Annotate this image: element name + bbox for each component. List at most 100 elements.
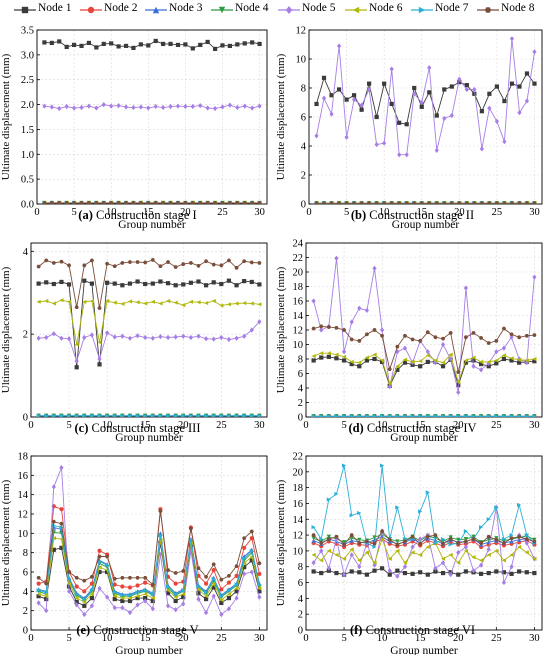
data-point <box>188 413 193 417</box>
data-point <box>341 463 347 468</box>
data-point <box>97 413 102 417</box>
data-point <box>326 354 331 359</box>
data-point <box>196 300 201 305</box>
chart-svg: 0 5 10 15 20 25 30 0 2 4 6 8 10 12 14 16 18 Group number U… <box>0 452 268 655</box>
data-point <box>226 574 232 578</box>
data-point <box>227 43 233 49</box>
data-point <box>517 360 522 365</box>
data-point <box>517 110 522 116</box>
series-node-8 <box>311 529 537 547</box>
gridlines <box>305 242 542 418</box>
data-point <box>101 201 106 204</box>
data-point <box>509 571 514 576</box>
data-point <box>418 536 423 542</box>
data-point <box>349 361 354 367</box>
data-point <box>456 380 461 385</box>
data-point <box>143 598 148 604</box>
data-point <box>311 525 316 530</box>
data-point <box>105 554 110 559</box>
data-point <box>471 355 476 360</box>
data-point <box>334 326 339 330</box>
data-point <box>257 41 262 47</box>
data-point <box>463 569 468 574</box>
data-point <box>334 356 339 361</box>
data-point <box>326 414 331 417</box>
data-point <box>220 43 225 48</box>
data-point <box>364 539 370 544</box>
data-point <box>418 570 423 575</box>
data-point <box>105 280 110 285</box>
data-point <box>74 305 79 310</box>
data-point <box>112 582 117 587</box>
data-point <box>382 140 387 146</box>
data-point <box>410 544 415 550</box>
data-point <box>127 281 133 286</box>
x-tick-label: 15 <box>416 207 427 218</box>
data-point <box>165 588 171 593</box>
data-point <box>517 357 522 362</box>
y-tick-label: 20 <box>293 268 304 279</box>
data-point <box>71 42 77 48</box>
data-point <box>501 536 507 542</box>
data-point <box>425 359 430 364</box>
data-point <box>242 565 247 570</box>
y-tick-label: 16 <box>18 471 29 482</box>
data-point <box>226 606 232 612</box>
data-point <box>419 99 424 106</box>
data-point <box>59 525 64 530</box>
data-point <box>143 301 148 306</box>
data-point <box>112 590 117 595</box>
data-point <box>44 590 49 595</box>
data-point <box>89 281 95 286</box>
data-point <box>319 355 324 360</box>
data-point <box>257 589 262 594</box>
data-point <box>471 534 476 539</box>
data-point <box>442 115 447 122</box>
data-point <box>372 352 377 357</box>
data-point <box>219 594 224 599</box>
data-point <box>211 585 216 590</box>
data-point <box>219 303 224 308</box>
data-point <box>105 298 110 304</box>
data-point <box>66 282 72 287</box>
data-point <box>380 327 385 333</box>
data-point <box>319 570 324 576</box>
data-point <box>112 605 117 611</box>
data-point <box>357 339 362 343</box>
data-point <box>234 283 239 288</box>
data-point <box>351 93 357 98</box>
data-point <box>183 42 188 47</box>
data-point <box>380 536 385 542</box>
data-point <box>242 300 247 306</box>
data-point <box>372 328 377 332</box>
series-node-6 <box>36 298 262 347</box>
data-point <box>74 358 79 364</box>
y-tick-label: 12 <box>18 510 29 521</box>
data-point <box>326 548 331 554</box>
data-point <box>502 98 507 104</box>
data-point <box>387 568 392 574</box>
data-point <box>402 539 408 544</box>
data-point <box>359 107 364 112</box>
data-point <box>51 413 56 417</box>
data-point <box>242 201 247 204</box>
data-point <box>183 201 188 204</box>
y-tick-label: 2 <box>23 606 28 617</box>
data-point <box>395 539 400 544</box>
data-point <box>219 334 224 341</box>
data-point <box>387 556 392 561</box>
data-point <box>158 279 163 284</box>
data-point <box>203 283 209 288</box>
x-tick-label: 5 <box>71 207 76 218</box>
data-point <box>456 541 461 545</box>
data-point <box>418 359 423 364</box>
data-point <box>173 334 178 340</box>
data-point <box>82 413 87 417</box>
data-point <box>112 413 117 417</box>
data-point <box>44 334 49 341</box>
data-point <box>311 533 316 537</box>
data-point <box>344 134 349 140</box>
plot-area <box>314 36 537 204</box>
data-point <box>173 571 178 575</box>
legend-marker <box>152 6 160 14</box>
